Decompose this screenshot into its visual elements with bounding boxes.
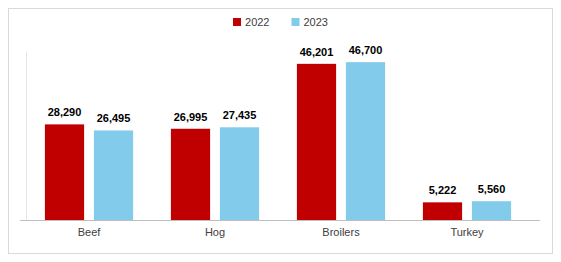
legend-item: 2023 (292, 16, 328, 28)
data-label: 26,995 (174, 111, 208, 123)
legend-swatch (233, 18, 241, 26)
data-label: 5,560 (478, 183, 506, 195)
bar (220, 127, 259, 220)
x-axis: Beef Hog Broilers Turkey (20, 221, 540, 239)
legend: 2022 2023 (233, 16, 328, 28)
bar (346, 62, 385, 220)
bar (297, 64, 336, 220)
x-axis-line (20, 220, 540, 221)
chart: Beef Hog Broilers Turkey 28,290 26,995 46,201 5… (0, 0, 561, 262)
x-tick: Turkey (450, 226, 484, 238)
chart-frame (9, 9, 553, 254)
legend-item: 2022 (233, 16, 269, 28)
data-label: 28,290 (48, 106, 82, 118)
legend-label: 2022 (245, 16, 269, 28)
x-tick: Broilers (322, 226, 360, 238)
x-tick: Beef (78, 226, 102, 238)
legend-swatch (292, 18, 300, 26)
data-label: 46,700 (349, 44, 383, 56)
x-tick-label: Beef (78, 226, 102, 238)
bar (94, 130, 133, 220)
x-tick: Hog (205, 226, 225, 238)
y-axis (26, 52, 27, 221)
bar (171, 129, 210, 220)
bar (45, 124, 84, 220)
data-labels: 28,290 26,995 46,201 5,222 26,495 27,435 46,70… (48, 44, 506, 196)
bar (472, 201, 511, 220)
bars (45, 62, 511, 220)
legend-label: 2023 (304, 16, 328, 28)
x-tick-label: Hog (205, 226, 225, 238)
data-label: 46,201 (300, 46, 334, 58)
x-tick-label: Broilers (322, 226, 360, 238)
x-tick-label: Turkey (450, 226, 484, 238)
data-label: 27,435 (223, 109, 257, 121)
y-axis-line (26, 52, 27, 221)
data-label: 26,495 (97, 112, 131, 124)
bar (423, 202, 462, 220)
data-label: 5,222 (429, 184, 457, 196)
